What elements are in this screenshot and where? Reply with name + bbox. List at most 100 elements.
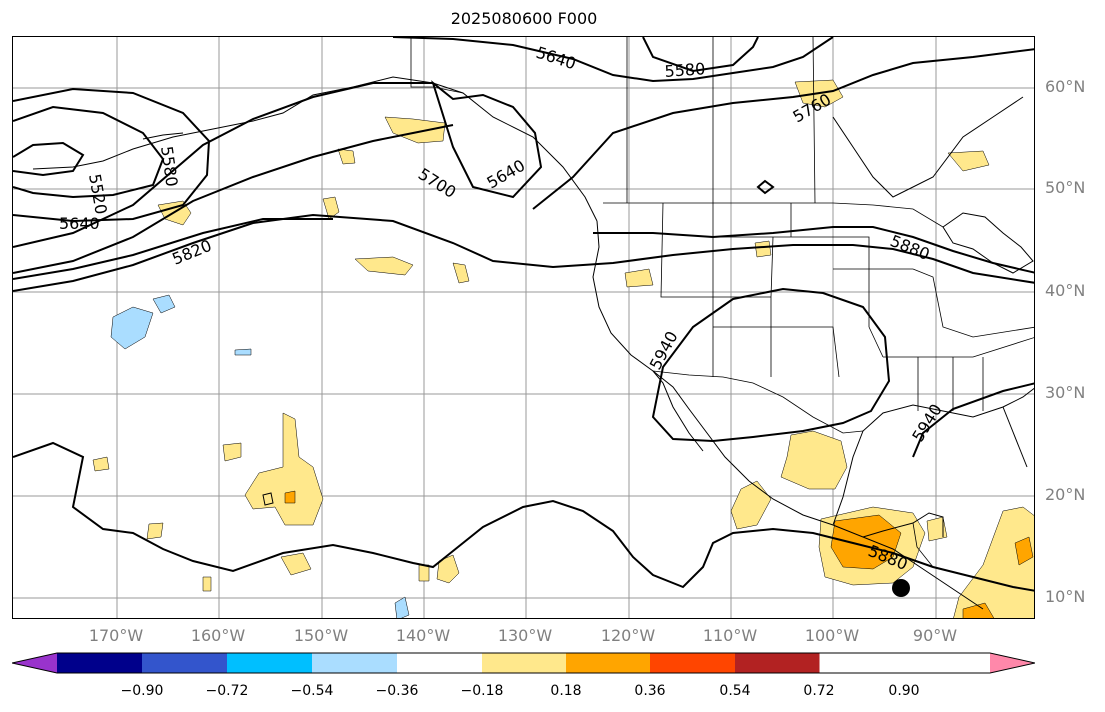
contour-5520 (13, 141, 85, 177)
coastline-alaska-canada (32, 76, 598, 222)
island-aleutian (142, 132, 184, 140)
shade-yellow (222, 442, 242, 462)
shade-lightblue (110, 306, 154, 350)
colorbar (12, 652, 1035, 674)
colorbar-tick-label: 0.54 (719, 683, 751, 699)
lon-label: 90°W (912, 626, 958, 645)
shade-yellow (322, 196, 340, 220)
colorbar-segment (482, 653, 567, 673)
colorbar-tick-label: −0.36 (375, 683, 419, 699)
shade-lightblue (394, 596, 410, 618)
map-frame: 5520 5580 5640 5640 5580 5640 5700 5760 … (12, 36, 1035, 619)
shade-orange (830, 514, 902, 570)
lon-label: 100°W (804, 626, 860, 645)
colorbar-extend-max (990, 653, 1035, 673)
map-title: 2025080600 F000 (450, 9, 598, 28)
lat-label: 20°N (1045, 485, 1086, 504)
shade-yellow (384, 116, 446, 144)
colorbar-tick-label: 0.36 (634, 683, 666, 699)
shade-yellow (780, 430, 848, 490)
coastline-hudson (832, 96, 1024, 198)
colorbar-tick-label: −0.18 (460, 683, 504, 699)
political-borders (410, 37, 1034, 568)
colorbar-segment (312, 653, 398, 673)
contour-label: 5700 (415, 164, 460, 202)
contour-5880-east (593, 226, 1034, 274)
shade-yellow (354, 256, 414, 276)
contour-label: 5520 (85, 172, 111, 215)
contour-5640-west (13, 87, 211, 223)
island-hawaii (262, 492, 274, 506)
colorbar-extend-min (12, 653, 57, 673)
contour-5820 (13, 213, 1034, 292)
shade-orange (284, 490, 296, 504)
height-contours (13, 37, 1034, 592)
contour-5940-high (651, 287, 891, 443)
lat-label: 10°N (1045, 587, 1086, 606)
coastline-yucatan (862, 512, 944, 538)
colorbar-segment (566, 653, 651, 673)
coastlines (32, 76, 1034, 610)
colorbar-segment (57, 653, 143, 673)
border-us-canada (603, 202, 944, 228)
lon-label: 160°W (190, 626, 246, 645)
coastline-gulf (832, 387, 1034, 526)
contour-5580-west (13, 105, 165, 199)
province-lines (626, 37, 816, 204)
shade-lightblue (234, 348, 252, 356)
shade-yellow (624, 268, 654, 288)
shade-yellow (202, 576, 212, 592)
colorbar-segment (227, 653, 313, 673)
coastline-west-us (592, 220, 984, 610)
colorbar-tick-label: 0.90 (888, 683, 920, 699)
lat-label: 60°N (1045, 77, 1086, 96)
shaded-areas (92, 79, 1034, 618)
shade-yellow (947, 150, 990, 172)
lat-label: 30°N (1045, 383, 1086, 402)
lat-label: 50°N (1045, 178, 1086, 197)
shade-orange (1014, 536, 1034, 566)
colorbar-tick-label: 0.72 (803, 683, 835, 699)
colorbar-tick-label: 0.18 (550, 683, 582, 699)
colorbar-tick-label: −0.90 (120, 683, 164, 699)
contour-5880-south (13, 441, 1034, 592)
shade-yellow (754, 240, 772, 258)
shade-yellow (244, 412, 324, 526)
colorbar-tick-label: −0.72 (205, 683, 249, 699)
coastline-florida (1002, 406, 1028, 468)
lon-label: 110°W (702, 626, 758, 645)
border-mexico-guatemala (912, 522, 934, 568)
shade-yellow (953, 506, 1034, 618)
shade-yellow (418, 564, 430, 582)
border-us-mexico (652, 370, 864, 434)
shade-yellow (452, 262, 470, 284)
contour-5940-east (912, 382, 1034, 458)
coastline-great-lakes (942, 212, 1034, 274)
state-lines (660, 202, 1034, 411)
colorbar-segment (142, 653, 228, 673)
shade-yellow (730, 480, 772, 530)
contour-5880 (13, 218, 333, 280)
shade-lightblue (152, 294, 176, 314)
contour-label: 5640 (534, 43, 579, 74)
colorbar-segment (397, 653, 483, 673)
contour-label: 5940 (908, 401, 946, 446)
map-canvas: 5520 5580 5640 5640 5580 5640 5700 5760 … (13, 37, 1034, 618)
lon-label: 130°W (497, 626, 553, 645)
lat-label: 40°N (1045, 281, 1086, 300)
colorbar-outline (12, 652, 1035, 674)
shade-yellow (280, 552, 312, 576)
contour-5640-top (392, 37, 834, 83)
contour-5760-east (532, 48, 1034, 210)
tropical-cyclone-marker (892, 579, 910, 597)
border-alaska-canada (410, 37, 464, 94)
lon-label: 120°W (600, 626, 656, 645)
shade-yellow (92, 456, 110, 472)
contour-5580-top (642, 37, 759, 73)
contour-5760 (13, 124, 454, 274)
lon-label: 170°W (88, 626, 144, 645)
colorbar-tick-label: −0.54 (290, 683, 334, 699)
shade-yellow (436, 554, 460, 584)
shade-yellow (926, 516, 948, 542)
colorbar-segment (650, 653, 736, 673)
